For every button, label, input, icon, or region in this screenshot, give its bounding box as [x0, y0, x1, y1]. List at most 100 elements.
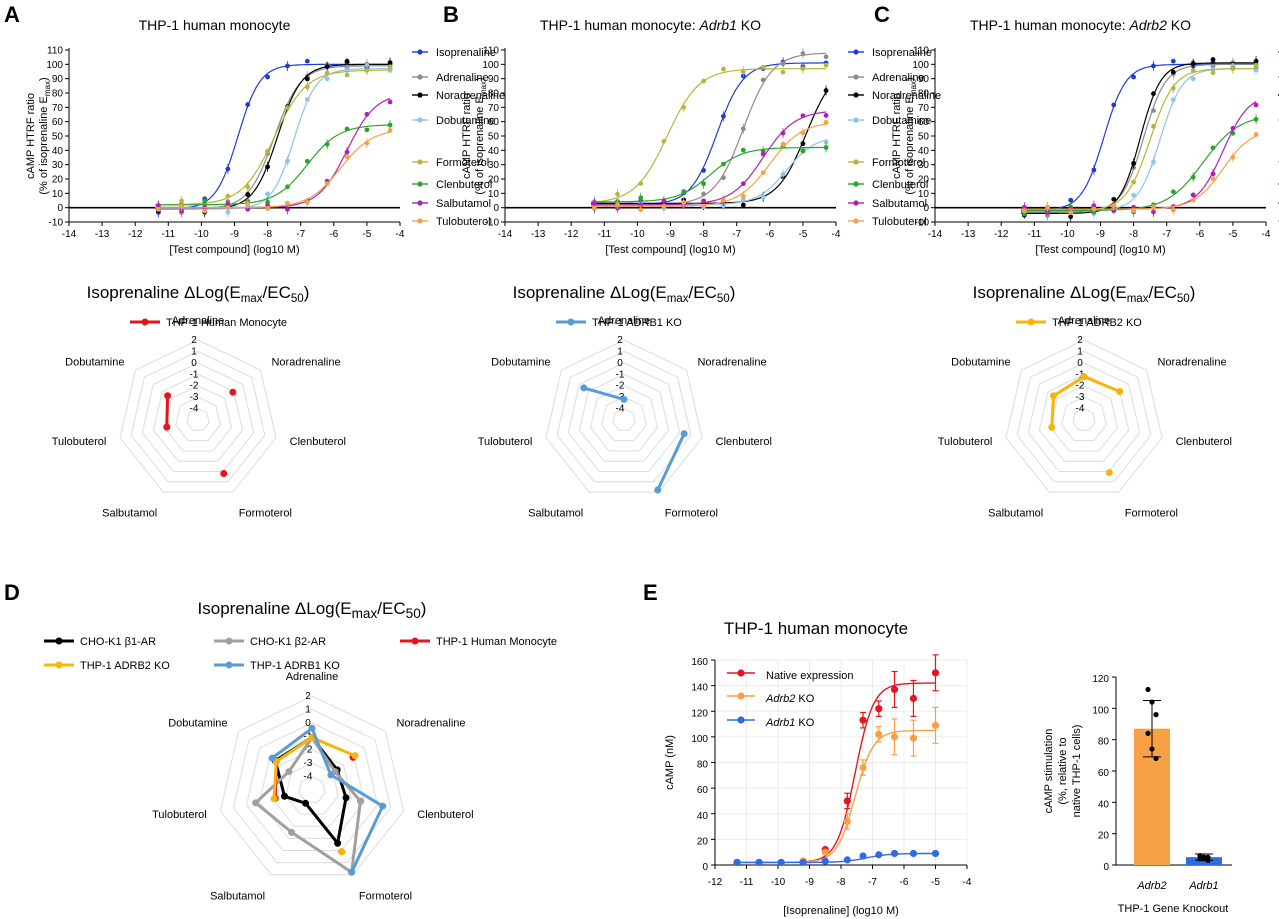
- radar-ring: [1005, 339, 1163, 493]
- y-axis-label: cAMP HTRF ratio: [461, 93, 473, 179]
- series-line: [155, 65, 391, 210]
- data-point: [1190, 76, 1196, 82]
- y-tick-label: 50: [918, 132, 930, 143]
- radar-ring: [175, 396, 221, 442]
- radar-axis-label: Adrenaline: [598, 315, 651, 327]
- y-tick-label: 30: [52, 160, 64, 171]
- series-line: [1021, 135, 1257, 210]
- legend-label: Isoprenaline: [436, 47, 496, 59]
- y-tick-label: 20: [52, 175, 64, 186]
- radar-axis-label: Tulobuterol: [478, 436, 533, 448]
- y-tick-label: 40: [1098, 799, 1110, 810]
- data-point: [1197, 856, 1203, 862]
- panel-a-radar: Isoprenaline ΔLog(Emax/EC50) 210-1-2-3-4 A…: [52, 283, 346, 520]
- series-line: [591, 68, 827, 203]
- y-axis-label: cAMP (nM): [664, 735, 676, 790]
- data-point: [364, 62, 370, 68]
- series-line: [155, 63, 391, 210]
- data-point: [1170, 58, 1176, 64]
- y-tick-label: 100: [691, 734, 708, 745]
- data-point: [225, 209, 231, 215]
- y-tick-label: 20: [697, 836, 709, 847]
- y-tick-label: 0: [493, 203, 499, 214]
- data-point: [245, 184, 251, 190]
- series-line: [1021, 118, 1257, 212]
- data-point: [740, 181, 746, 187]
- data-point: [1153, 712, 1159, 718]
- data-point: [823, 62, 829, 68]
- data-point: [760, 194, 766, 200]
- x-tick-label: -13: [531, 229, 546, 240]
- data-point: [1145, 686, 1151, 693]
- data-point: [780, 61, 786, 67]
- panel-label-d: D: [4, 580, 20, 605]
- data-point: [638, 181, 644, 186]
- x-axis-label: [Test compound] (log10 M): [1035, 244, 1165, 256]
- data-point: [760, 170, 766, 175]
- y-tick-label: 110: [483, 46, 499, 57]
- panel-c-radar: Isoprenaline ΔLog(Emax/EC50) 210-1-2-3-4 A…: [938, 283, 1232, 520]
- data-point: [681, 104, 687, 110]
- radar-point: [252, 799, 260, 807]
- radar-series-line: [253, 736, 362, 875]
- data-point: [701, 181, 706, 187]
- legend-label: THP-1 ADRB2 KO: [80, 660, 170, 672]
- data-point: [1205, 857, 1211, 863]
- data-point: [202, 198, 208, 204]
- series-line: [591, 62, 827, 206]
- x-tick-label: -6: [1195, 229, 1204, 240]
- data-point: [1151, 159, 1156, 165]
- series-line: [591, 52, 827, 206]
- data-point: [701, 204, 706, 210]
- x-tick-label: -8: [837, 877, 846, 888]
- radar-title: Isoprenaline ΔLog(Emax/EC50): [198, 599, 427, 621]
- legend-marker: [417, 74, 423, 80]
- data-point: [1091, 167, 1097, 173]
- legend-marker: [225, 661, 233, 669]
- x-tick-label: Adrb2: [1136, 880, 1166, 892]
- data-point: [638, 207, 644, 213]
- legend-label: Salbutamol: [872, 198, 927, 210]
- y-tick-label: 110: [913, 46, 929, 57]
- radar-ring-label: 1: [1077, 346, 1083, 357]
- y-tick-label: 20: [1098, 831, 1110, 842]
- radar-series-line: [165, 395, 170, 428]
- x-axis-label: [Isoprenaline] (log10 M): [783, 905, 899, 917]
- radar-ring-label: 2: [1077, 335, 1083, 346]
- series-line: [155, 124, 391, 206]
- data-point: [800, 113, 806, 119]
- legend-marker: [853, 181, 859, 187]
- data-point: [780, 141, 786, 147]
- series-line: [733, 682, 936, 864]
- data-point: [890, 733, 899, 741]
- data-point: [931, 721, 940, 729]
- radar-ring: [1050, 385, 1118, 452]
- x-tick-label: -10: [771, 877, 786, 888]
- legend-marker: [853, 49, 859, 55]
- legend-marker: [417, 181, 423, 187]
- y-axis-label-2: (% of isoprenaline Emax): [904, 77, 918, 194]
- y-tick-label: 90: [488, 74, 500, 85]
- legend-label: Adrb1 KO: [765, 717, 815, 729]
- panel-b-dose-response: THP-1 human monocyte: Adrb1 KO -14 -13 -12 -…: [461, 17, 941, 256]
- y-tick-label: 120: [1092, 674, 1109, 685]
- radar-point: [1048, 423, 1056, 431]
- x-tick-label: -12: [564, 229, 579, 240]
- y-tick-label: 10: [918, 189, 930, 200]
- legend-label: Tulobuterol: [872, 216, 927, 228]
- series-line: [591, 111, 827, 206]
- series-line: [733, 729, 936, 864]
- legend-marker: [737, 692, 745, 700]
- y-tick-label: 0: [702, 862, 708, 873]
- radar-axis-label: Noradrenaline: [697, 356, 766, 368]
- chart-title: THP-1 human monocyte: [724, 619, 908, 638]
- radar-ring: [164, 385, 232, 452]
- y-tick-label: 50: [52, 132, 64, 143]
- data-point: [1111, 102, 1117, 108]
- radar-ring: [556, 350, 692, 483]
- legend-marker: [737, 669, 745, 677]
- y-tick-label: 90: [52, 74, 64, 85]
- data-point: [755, 858, 763, 867]
- data-point: [344, 58, 350, 64]
